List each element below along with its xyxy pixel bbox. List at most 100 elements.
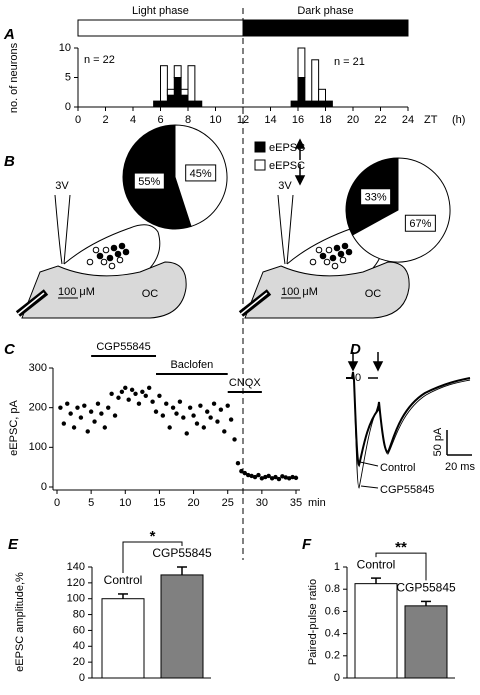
data-point [160, 413, 166, 418]
y-tick-label: 1 [334, 561, 340, 573]
treatment-label: Baclofen [170, 359, 213, 371]
data-point [269, 476, 275, 481]
legend-swatch [254, 141, 266, 153]
phase-label: Light phase [132, 5, 189, 17]
x-tick-label: 0 [54, 497, 60, 509]
data-point [136, 401, 142, 406]
x-tick-label: 14 [264, 114, 276, 126]
y-tick-label: 20 [73, 656, 85, 668]
recording-site [309, 258, 317, 266]
third-ventricle [277, 194, 294, 265]
data-point [208, 415, 213, 420]
recording-site [329, 254, 337, 262]
data-point [290, 474, 295, 480]
data-point [187, 405, 193, 410]
recording-site [114, 250, 122, 258]
data-point [266, 473, 271, 479]
data-point [58, 405, 63, 410]
data-point [218, 407, 224, 412]
phase-label: Dark phase [297, 5, 353, 17]
y-tick-label: 100 [29, 441, 47, 453]
data-point [215, 419, 220, 424]
data-point [235, 461, 241, 466]
data-point [239, 468, 244, 474]
data-point [82, 403, 87, 408]
data-point [95, 401, 101, 406]
data-point [123, 385, 128, 391]
panel-label: A [3, 26, 15, 43]
scn-outline [63, 224, 161, 269]
data-point [259, 476, 265, 481]
y-tick-label: 0 [334, 672, 340, 684]
x-tick-label: 22 [374, 114, 386, 126]
histogram-bar [180, 94, 189, 108]
value-label-box [133, 172, 165, 190]
trace-label: Control [380, 462, 415, 474]
annotation: n = 22 [84, 54, 115, 66]
x-tick-label: 15 [153, 497, 165, 509]
recording-site [319, 252, 327, 260]
y-tick-label: 0 [65, 101, 71, 113]
histogram-bar [311, 59, 320, 102]
bar [404, 605, 448, 679]
significance-bracket [375, 552, 427, 581]
histogram-bar [187, 100, 196, 108]
zero-label: 0 [355, 372, 361, 384]
x-tick-label: 0 [75, 114, 81, 126]
x-tick-label: 4 [130, 114, 136, 126]
y-tick-label: 80 [73, 608, 85, 620]
data-point [75, 405, 80, 410]
ventricle-label: 3V [278, 180, 292, 192]
data-point [164, 401, 169, 406]
histogram-bar [194, 100, 203, 108]
panel-label: B [4, 153, 15, 170]
recording-site [116, 256, 124, 264]
data-point [225, 403, 230, 408]
value-label-box [404, 214, 436, 232]
histogram-bar [297, 77, 306, 108]
x-tick-label: 16 [292, 114, 304, 126]
y-axis-label: no. of neurons [8, 42, 20, 113]
x-tick-label: 20 [187, 497, 199, 509]
recording-site [122, 248, 130, 256]
legend-arrows [294, 138, 306, 186]
category-label: CGP55845 [396, 581, 456, 595]
y-tick-label: 140 [67, 561, 85, 573]
x-tick-label: 5 [88, 497, 94, 509]
histogram-bar [304, 100, 313, 108]
traces [346, 371, 472, 489]
trace-label: CGP55845 [380, 484, 434, 496]
y-tick-label: 40 [73, 640, 85, 652]
y-tick-label: 60 [73, 624, 85, 636]
recording-site [118, 242, 126, 250]
legend-label: eEPSC [269, 142, 305, 154]
data-point [143, 393, 148, 398]
data-point [286, 476, 292, 481]
recording-site [337, 250, 345, 258]
recording-site [339, 256, 347, 264]
y-tick-label: 0.8 [325, 583, 340, 595]
stimulus-arrows [347, 352, 384, 372]
recording-site [315, 246, 323, 254]
y-tick-label: 0.6 [325, 605, 340, 617]
recording-site [92, 246, 100, 254]
x-tick-label: 20 [347, 114, 359, 126]
category-label: Control [357, 557, 396, 571]
value-label: 33% [365, 192, 387, 204]
category-label: Control [104, 573, 143, 587]
significance: ** [395, 539, 407, 556]
data-point [167, 425, 172, 430]
recording-site [325, 246, 333, 254]
x-tick-label: 35 [290, 497, 302, 509]
data-point [222, 429, 227, 434]
value-label: 45% [190, 168, 212, 180]
data-point [85, 429, 90, 434]
data-point [177, 399, 183, 404]
y-tick-label: 0.2 [325, 650, 340, 662]
data-point [249, 473, 254, 479]
data-point [129, 387, 135, 393]
y-tick-label: 0 [41, 481, 47, 493]
data-point [201, 425, 207, 430]
panel-label: E [8, 536, 19, 553]
data-point [263, 474, 268, 480]
